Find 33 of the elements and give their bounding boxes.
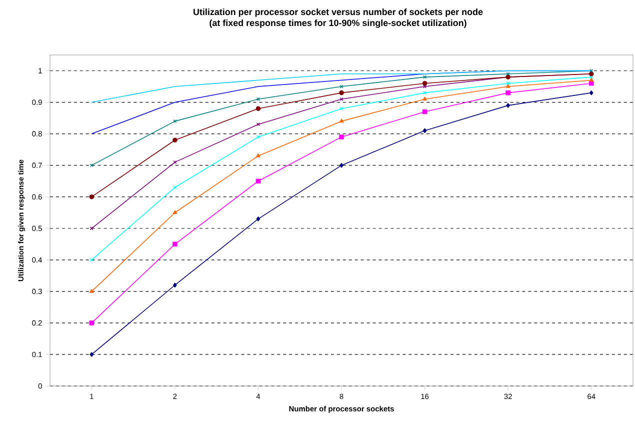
point xyxy=(173,282,177,288)
point xyxy=(506,84,510,88)
point xyxy=(172,210,178,214)
point xyxy=(506,72,510,76)
point xyxy=(340,162,344,168)
chart-subtitle: (at fixed response times for 10-90% single-socket utilization) xyxy=(210,19,466,28)
point xyxy=(422,91,427,95)
point xyxy=(339,134,344,140)
point xyxy=(506,103,510,108)
point xyxy=(422,96,427,101)
point xyxy=(172,138,178,143)
point xyxy=(422,128,427,134)
point xyxy=(589,90,594,96)
point xyxy=(339,118,344,123)
point xyxy=(589,78,594,82)
point xyxy=(256,178,261,184)
point xyxy=(422,109,428,114)
point xyxy=(90,289,94,293)
point xyxy=(256,216,260,222)
point xyxy=(89,194,94,200)
point xyxy=(340,84,344,88)
point xyxy=(588,80,594,86)
point xyxy=(256,106,261,111)
chart-title: Utilization per processor socket versus number of sockets per node xyxy=(194,8,483,17)
point xyxy=(422,80,428,86)
point xyxy=(506,90,510,96)
point xyxy=(89,320,94,326)
point xyxy=(256,122,260,126)
point xyxy=(173,186,177,190)
point xyxy=(256,153,260,158)
point xyxy=(339,90,344,96)
point xyxy=(172,242,178,247)
point xyxy=(90,352,94,357)
